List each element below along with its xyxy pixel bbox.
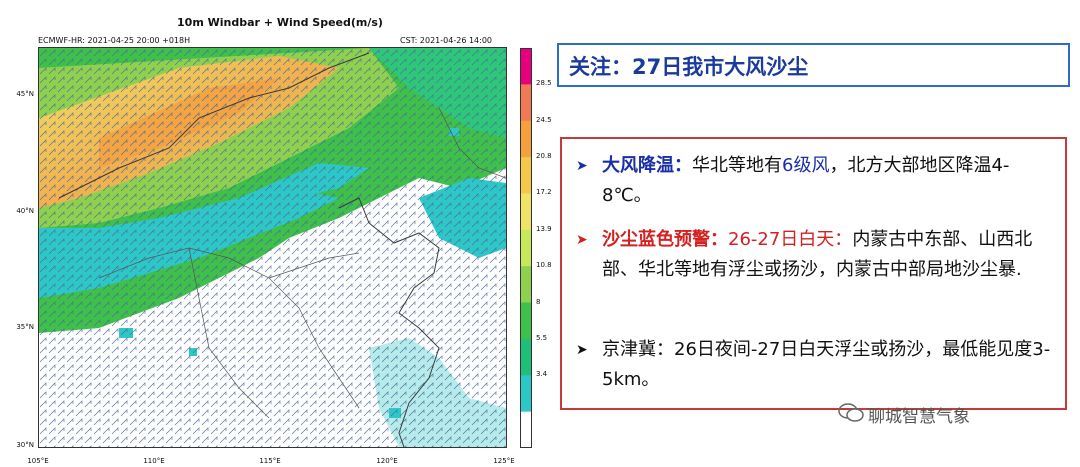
bullet-jingjinji: ➤ 京津冀：26日夜间-27日白天浮尘或扬沙，最低能见度3-5km。: [576, 335, 1058, 395]
colorbar-segment: [520, 193, 532, 231]
colorbar-segment: [520, 338, 532, 376]
lon-label: 125°E: [493, 457, 515, 465]
colorbar-tick-label: 10.8: [536, 261, 552, 270]
colorbar-tick-label: 28.5: [536, 79, 552, 88]
colorbar-segment: [520, 157, 532, 194]
colorbar-segment: [520, 48, 532, 85]
colorbar-segment: [520, 229, 532, 267]
bullet-highlight: 6级风: [782, 155, 830, 176]
colorbar-segment: [520, 266, 532, 304]
lat-label: 35°N: [16, 323, 34, 331]
bullet-text: ，北方大部地区降温4-8℃。: [602, 155, 1010, 206]
map-title: 10m Windbar + Wind Speed(m/s): [177, 16, 383, 29]
lat-label: 30°N: [16, 441, 34, 449]
colorbar-segment: [520, 120, 532, 158]
colorbar-segment: [520, 84, 532, 122]
colorbar-segment: [520, 411, 532, 448]
bullet-label: 沙尘蓝色预警：: [602, 229, 728, 250]
headline-box: 关注：27日我市大风沙尘: [557, 43, 1070, 87]
bullet-text: 华北等地有: [692, 155, 782, 176]
bullet-arrow-icon: ➤: [576, 158, 588, 174]
bullet-label: 大风降温：: [602, 155, 692, 176]
colorbar-tick-label: 8: [536, 297, 541, 306]
info-box: ➤ 大风降温：华北等地有6级风，北方大部地区降温4-8℃。 ➤ 沙尘蓝色预警：2…: [560, 137, 1067, 410]
lat-label: 45°N: [16, 90, 34, 98]
bullet-text: 内蒙古中东部、山西北部、华北等地有浮尘或扬沙，内蒙古中部局地沙尘暴.: [602, 229, 1033, 280]
colorbar-segment: [520, 302, 532, 340]
wind-map: [38, 47, 507, 448]
lon-label: 110°E: [143, 457, 165, 465]
wechat-icon: [838, 403, 864, 422]
colorbar-tick-label: 17.2: [536, 188, 552, 197]
bullet-wind-cooling: ➤ 大风降温：华北等地有6级风，北方大部地区降温4-8℃。: [576, 151, 1058, 211]
lon-label: 105°E: [27, 457, 49, 465]
valid-time-label: CST: 2021-04-26 14:00: [400, 36, 492, 45]
colorbar-tick-label: 3.4: [536, 370, 548, 379]
bullet-arrow-icon: ➤: [576, 342, 588, 358]
colorbar-outline: [520, 48, 532, 448]
headline: 关注：27日我市大风沙尘: [569, 55, 809, 79]
bullet-dust-warning: ➤ 沙尘蓝色预警：26-27日白天：内蒙古中东部、山西北部、华北等地有浮尘或扬沙…: [576, 225, 1058, 285]
lon-label: 115°E: [259, 457, 281, 465]
watermark-text: 聊城智慧气象: [868, 407, 970, 427]
colorbar: [520, 48, 532, 448]
model-init-label: ECMWF-HR: 2021-04-25 20:00 +018H: [38, 36, 191, 45]
lat-label: 40°N: [16, 207, 34, 215]
bullet-text: 京津冀：26日夜间-27日白天浮尘或扬沙，最低能见度3-5km。: [602, 339, 1051, 390]
lon-label: 120°E: [376, 457, 398, 465]
colorbar-tick-label: 20.8: [536, 152, 552, 161]
bullet-label-tail: 26-27日白天：: [728, 229, 853, 250]
wind-map-graphic: [39, 48, 506, 447]
colorbar-tick-label: 13.9: [536, 224, 552, 233]
colorbar-tick-label: 5.5: [536, 333, 548, 342]
colorbar-segment: [520, 375, 532, 413]
bullet-arrow-icon: ➤: [576, 232, 588, 248]
colorbar-tick-label: 24.5: [536, 115, 552, 124]
